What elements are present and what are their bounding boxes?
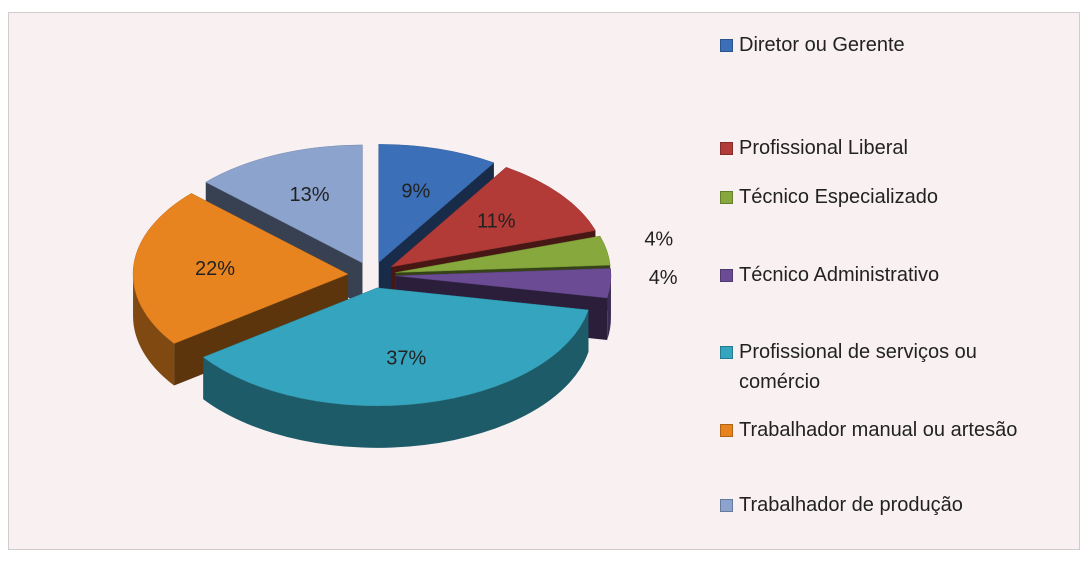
data-label: 13% — [290, 184, 330, 206]
legend-label: Trabalhador de produção — [739, 494, 963, 516]
legend-swatch — [720, 191, 733, 204]
legend-item: Profissional Liberal — [720, 133, 1060, 163]
slice-top — [390, 167, 596, 268]
legend-swatch — [720, 499, 733, 512]
slice-top — [395, 268, 612, 299]
legend-label: Técnico Especializado — [739, 186, 938, 208]
slice-top — [202, 287, 589, 407]
legend-label: Profissional Liberal — [739, 137, 908, 159]
legend-label: Diretor ou Gerente — [739, 34, 905, 56]
legend-item: Profissional de serviços ou comércio — [720, 337, 1060, 397]
slice-top — [132, 193, 349, 344]
legend-swatch — [720, 269, 733, 282]
pie-slice — [202, 287, 589, 448]
legend-swatch — [720, 39, 733, 52]
slice-top — [205, 144, 363, 264]
legend-item: Técnico Especializado — [720, 182, 1060, 212]
legend-item: Trabalhador manual ou artesão — [720, 415, 1060, 445]
legend-label: Técnico Administrativo — [739, 264, 940, 286]
slice-wall — [607, 275, 611, 340]
slice-top — [395, 235, 611, 273]
legend-swatch — [720, 142, 733, 155]
slice-wall — [203, 309, 589, 448]
legend-item: Trabalhador de produção — [720, 490, 1060, 520]
legend-item: Diretor ou Gerente — [720, 30, 1060, 60]
legend-swatch — [720, 424, 733, 437]
slice-top — [378, 144, 495, 263]
legend-item: Técnico Administrativo — [720, 260, 1060, 290]
legend-swatch — [720, 346, 733, 359]
legend-label: Profissional de serviços ou comércio — [739, 341, 977, 393]
data-label: 22% — [195, 258, 235, 280]
data-label: 9% — [401, 180, 430, 202]
slice-wall — [133, 274, 175, 386]
data-label: 4% — [649, 267, 678, 289]
data-label: 37% — [386, 348, 426, 370]
legend-label: Trabalhador manual ou artesão — [739, 419, 1018, 441]
data-label: 4% — [644, 229, 673, 251]
data-label: 11% — [477, 210, 516, 232]
